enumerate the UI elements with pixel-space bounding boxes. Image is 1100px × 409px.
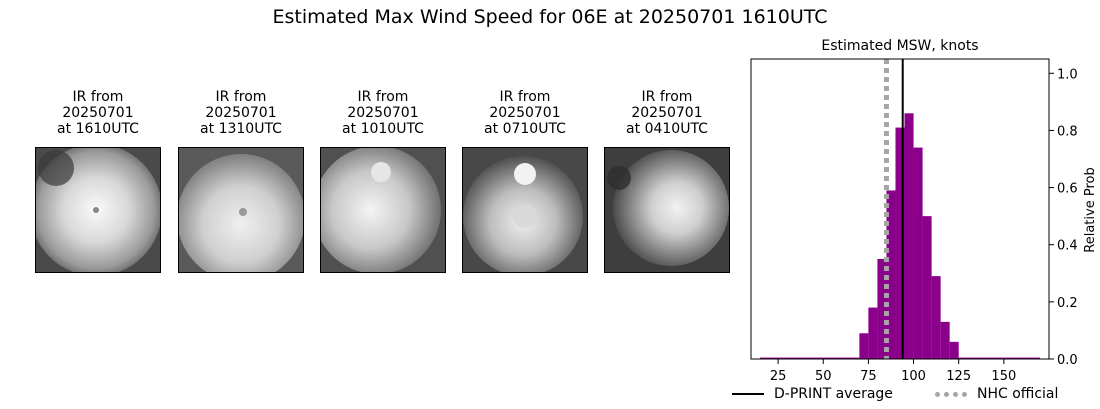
y-axis-label: Relative Prob bbox=[1083, 167, 1098, 252]
ir-satellite-image bbox=[35, 147, 161, 273]
x-tick-label: 125 bbox=[946, 369, 971, 384]
chart-title: Estimated MSW, knots bbox=[821, 38, 978, 54]
histogram-bar bbox=[868, 307, 878, 359]
caption-line: IR from bbox=[357, 89, 409, 105]
caption-date: 20250701 bbox=[347, 105, 419, 121]
caption-date: 20250701 bbox=[631, 105, 703, 121]
legend-item-dprint: D-PRINT average bbox=[732, 386, 893, 402]
ir-satellite-image bbox=[320, 147, 446, 273]
histogram-bar bbox=[931, 276, 941, 359]
caption-line: IR from bbox=[499, 89, 551, 105]
caption-time: at 1310UTC bbox=[200, 121, 282, 137]
histogram-bar bbox=[760, 357, 860, 359]
x-tick-label: 150 bbox=[991, 369, 1016, 384]
caption-time: at 0710UTC bbox=[484, 121, 566, 137]
y-tick-label: 0.2 bbox=[1057, 296, 1078, 311]
caption-date: 20250701 bbox=[489, 105, 561, 121]
histogram-bar bbox=[886, 190, 896, 359]
ir-satellite-image bbox=[604, 147, 730, 273]
ir-thumbnail-3: IR from 20250701 at 1010UTC bbox=[320, 89, 446, 273]
thumbnail-caption: IR from 20250701 at 1010UTC bbox=[320, 89, 446, 141]
chart-legend: D-PRINT average NHC official bbox=[725, 386, 1085, 408]
histogram-bar bbox=[877, 259, 887, 359]
histogram-bar bbox=[940, 321, 950, 359]
x-tick-label: 25 bbox=[770, 369, 787, 384]
x-tick-label: 75 bbox=[860, 369, 877, 384]
thumbnail-caption: IR from 20250701 at 0410UTC bbox=[604, 89, 730, 141]
caption-line: IR from bbox=[72, 89, 124, 105]
caption-line: IR from bbox=[215, 89, 267, 105]
caption-time: at 0410UTC bbox=[626, 121, 708, 137]
ir-thumbnail-1: IR from 20250701 at 1610UTC bbox=[35, 89, 161, 273]
ir-thumbnail-5: IR from 20250701 at 0410UTC bbox=[604, 89, 730, 273]
caption-line: IR from bbox=[641, 89, 693, 105]
legend-item-nhc: NHC official bbox=[935, 386, 1058, 402]
y-tick-label: 0.8 bbox=[1057, 124, 1078, 139]
histogram-bar bbox=[859, 333, 869, 359]
legend-label: NHC official bbox=[977, 386, 1059, 402]
histogram-bar bbox=[958, 357, 1040, 359]
ir-satellite-image bbox=[462, 147, 588, 273]
caption-date: 20250701 bbox=[205, 105, 277, 121]
thumbnail-caption: IR from 20250701 at 0710UTC bbox=[462, 89, 588, 141]
x-tick-label: 50 bbox=[815, 369, 832, 384]
solid-line-swatch bbox=[732, 393, 764, 395]
caption-date: 20250701 bbox=[62, 105, 134, 121]
y-tick-label: 0.4 bbox=[1057, 239, 1078, 254]
ir-thumbnail-4: IR from 20250701 at 0710UTC bbox=[462, 89, 588, 273]
histogram-bar bbox=[904, 113, 914, 360]
histogram-bar bbox=[913, 147, 923, 359]
thumbnail-caption: IR from 20250701 at 1310UTC bbox=[178, 89, 304, 141]
dotted-line-swatch bbox=[935, 391, 967, 397]
caption-time: at 1610UTC bbox=[57, 121, 139, 137]
figure-title: Estimated Max Wind Speed for 06E at 2025… bbox=[272, 6, 828, 28]
plot-frame bbox=[750, 58, 1050, 360]
histogram-bar bbox=[922, 216, 932, 359]
caption-time: at 1010UTC bbox=[342, 121, 424, 137]
y-tick-label: 0.0 bbox=[1057, 353, 1078, 368]
ir-thumbnail-2: IR from 20250701 at 1310UTC bbox=[178, 89, 304, 273]
thumbnail-caption: IR from 20250701 at 1610UTC bbox=[35, 89, 161, 141]
histogram-bar bbox=[949, 341, 959, 359]
x-tick-label: 100 bbox=[901, 369, 926, 384]
y-tick-label: 0.6 bbox=[1057, 182, 1078, 197]
histogram-bar bbox=[895, 127, 905, 359]
y-tick-label: 1.0 bbox=[1057, 67, 1078, 82]
ir-satellite-image bbox=[178, 147, 304, 273]
legend-label: D-PRINT average bbox=[774, 386, 893, 402]
